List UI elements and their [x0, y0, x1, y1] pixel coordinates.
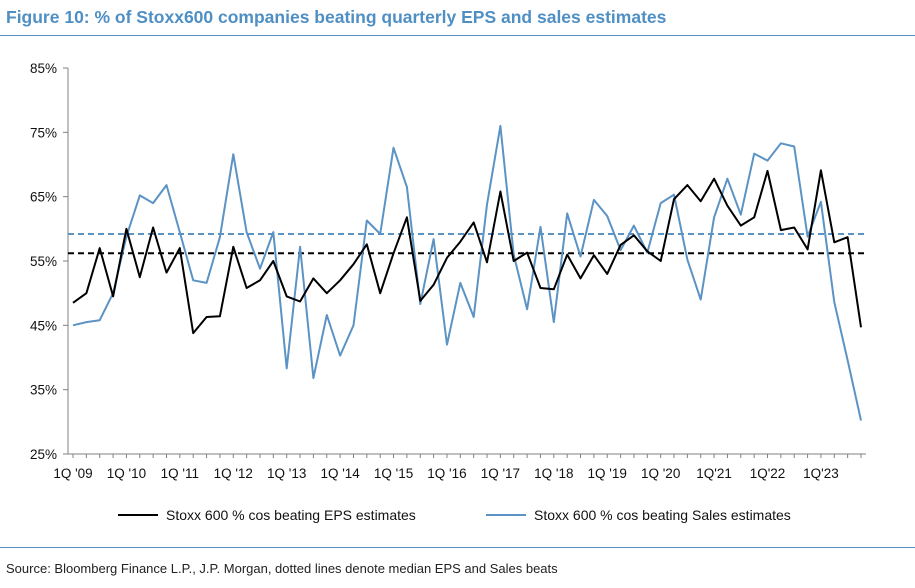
y-tick-label: 85%	[30, 61, 57, 76]
chart-axes: 25% 35% 45% 55% 65% 75% 85% 1Q '09 1Q '10 1Q '11 1…	[30, 61, 866, 481]
median-reference-lines	[68, 232, 864, 255]
y-tick-label: 25%	[30, 447, 57, 462]
y-tick-label: 65%	[30, 190, 57, 205]
chart-legend: Stoxx 600 % cos beating EPS estimates Sto…	[118, 507, 791, 523]
x-tick-label: 1Q'22	[750, 466, 786, 481]
x-tick-label: 1Q '10	[107, 466, 146, 481]
source-rule	[0, 547, 915, 548]
x-tick-label: 1Q '12	[214, 466, 253, 481]
x-tick-label: 1Q '17	[481, 466, 520, 481]
y-tick-label: 75%	[30, 125, 57, 140]
figure-title: Figure 10: % of Stoxx600 companies beati…	[6, 7, 667, 27]
x-tick-label: 1Q '20	[641, 466, 680, 481]
y-tick-label: 35%	[30, 383, 57, 398]
sales-series-line	[72, 124, 862, 421]
x-tick-label: 1Q '19	[588, 466, 627, 481]
chart-series	[72, 124, 862, 421]
legend-sales-label: Stoxx 600 % cos beating Sales estimates	[534, 507, 791, 523]
x-tick-label: 1Q '15	[374, 466, 413, 481]
x-tick-label: 1Q '13	[267, 466, 306, 481]
x-tick-label: 1Q '18	[534, 466, 573, 481]
x-tick-label: 1Q '14	[320, 466, 360, 481]
x-tick-label: 1Q'21	[696, 466, 732, 481]
x-tick-label: 1Q '11	[161, 466, 199, 481]
legend-eps-label: Stoxx 600 % cos beating EPS estimates	[166, 507, 416, 523]
x-tick-label: 1Q '09	[53, 466, 92, 481]
x-tick-label: 1Q '16	[427, 466, 466, 481]
y-tick-label: 45%	[30, 318, 57, 333]
source-note: Source: Bloomberg Finance L.P., J.P. Mor…	[6, 561, 558, 576]
y-tick-label: 55%	[30, 254, 57, 269]
title-rule	[0, 35, 915, 36]
eps-series-line	[72, 169, 862, 335]
x-tick-label: 1Q'23	[803, 466, 839, 481]
